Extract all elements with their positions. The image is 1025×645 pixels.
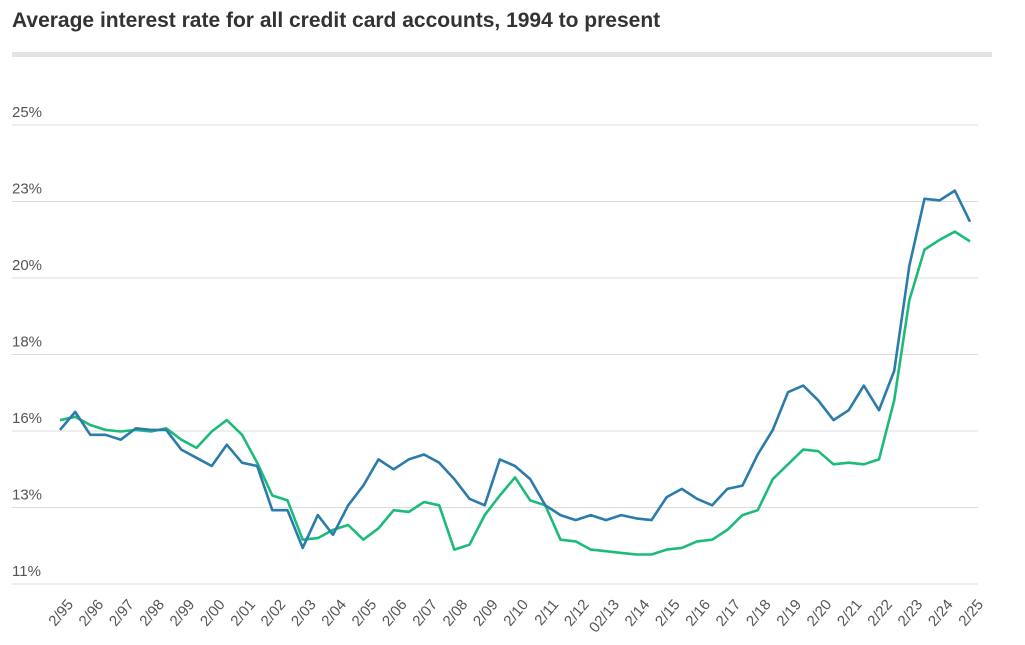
x-tick-label: 2/02 (258, 596, 290, 629)
x-tick-label: 2/10 (500, 596, 532, 629)
x-tick-label: 2/08 (440, 596, 472, 629)
x-tick-label: 2/23 (895, 596, 927, 629)
x-tick-label: 2/21 (834, 596, 866, 629)
y-tick-label: 18% (12, 333, 42, 350)
x-tick-label: 2/16 (682, 596, 714, 629)
chart-title: Average interest rate for all credit car… (12, 9, 660, 32)
x-tick-label: 2/07 (409, 596, 441, 629)
y-tick-label: 16% (12, 410, 42, 427)
series-line (59, 230, 971, 556)
x-tick-label: 2/09 (470, 596, 502, 629)
x-tick-label: 2/00 (197, 596, 229, 629)
x-tick-label: 2/25 (955, 596, 987, 629)
x-tick-label: 2/06 (379, 596, 411, 629)
x-tick-label: 2/98 (136, 596, 168, 629)
x-tick-label: 2/22 (864, 596, 896, 629)
x-tick-label: 2/11 (531, 596, 562, 628)
x-tick-label: 2/97 (106, 596, 138, 629)
x-tick-label: 2/14 (622, 596, 654, 629)
x-tick-label: 2/05 (349, 596, 381, 629)
x-tick-label: 2/15 (652, 596, 684, 629)
title-rule (12, 52, 992, 57)
x-tick-label: 2/24 (925, 596, 957, 629)
x-tick-label: 2/19 (773, 596, 805, 629)
series-line (59, 189, 972, 550)
x-tick-label: 2/01 (227, 596, 259, 629)
x-tick-label: 2/95 (45, 596, 77, 629)
x-tick-label: 2/03 (288, 596, 320, 629)
x-tick-label: 2/99 (167, 596, 199, 629)
y-tick-label: 20% (12, 257, 42, 274)
y-tick-label: 11% (12, 563, 41, 580)
x-tick-label: 2/20 (804, 596, 836, 629)
y-tick-label: 23% (12, 180, 42, 197)
y-tick-label: 25% (12, 104, 42, 121)
y-tick-label: 13% (12, 486, 42, 503)
x-tick-label: 2/04 (318, 596, 350, 629)
x-tick-label: 2/96 (76, 596, 108, 629)
x-tick-label: 2/18 (743, 596, 775, 629)
x-tick-label: 2/17 (713, 596, 745, 629)
x-tick-label: 02/13 (586, 596, 623, 636)
